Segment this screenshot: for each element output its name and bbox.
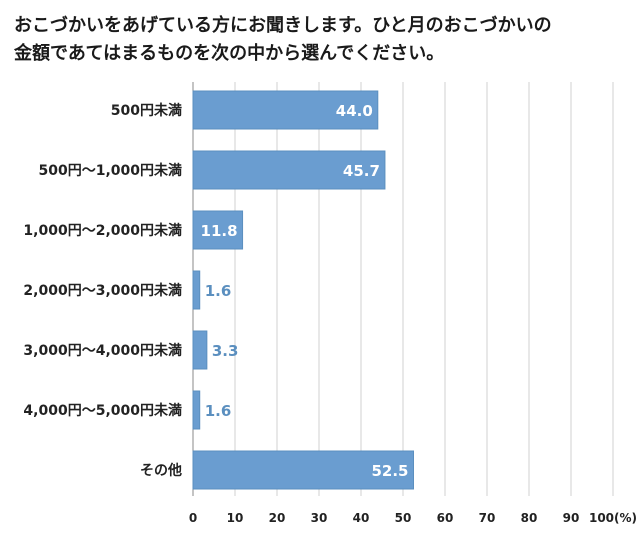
category-label: 4,000円〜5,000円未満	[23, 402, 182, 419]
x-tick-label: 40	[353, 511, 370, 525]
chart-title-line-1: おこづかいをあげている方にお聞きします。ひと月のおこづかいの	[14, 15, 552, 36]
data-label: 44.0	[336, 102, 373, 120]
category-labels: 500円未満 500円〜1,000円未満 1,000円〜2,000円未満 2,000円…	[23, 102, 182, 479]
gridlines	[192, 82, 614, 496]
data-label: 11.8	[201, 222, 238, 240]
bar	[192, 390, 201, 430]
bar	[192, 270, 201, 310]
x-axis-ticks: 0 10 20 30 40 50 60 70 80 90 100(%)	[189, 511, 637, 525]
bar	[192, 210, 244, 250]
bars: 44.0 45.7 11.8 1.6 3.3 1.6 52.5	[192, 90, 414, 490]
data-label: 52.5	[371, 462, 408, 480]
bar	[192, 90, 379, 130]
data-label: 1.6	[205, 402, 232, 420]
x-tick-label: 10	[227, 511, 244, 525]
chart-title: おこづかいをあげている方にお聞きします。ひと月のおこづかいの 金額であてはまるも…	[14, 12, 634, 68]
bar	[192, 330, 208, 370]
category-label: 3,000円〜4,000円未満	[23, 342, 182, 359]
category-label: 500円未満	[111, 102, 182, 119]
x-tick-label: 0	[189, 511, 197, 525]
category-label: その他	[140, 462, 182, 479]
x-tick-label: 60	[437, 511, 454, 525]
category-label: 1,000円〜2,000円未満	[23, 222, 182, 239]
x-tick-label: 80	[521, 511, 538, 525]
data-label: 3.3	[212, 342, 239, 360]
x-tick-label: 50	[395, 511, 412, 525]
category-label: 500円〜1,000円未満	[38, 162, 182, 179]
x-tick-label: 20	[269, 511, 286, 525]
bar	[192, 450, 414, 490]
x-tick-label: 100(%)	[589, 511, 637, 525]
bar	[192, 150, 386, 190]
chart-title-line-2: 金額であてはまるものを次の中から選んでください。	[14, 43, 445, 64]
x-tick-label: 30	[311, 511, 328, 525]
x-tick-label: 90	[563, 511, 580, 525]
category-label: 2,000円〜3,000円未満	[23, 282, 182, 299]
data-label: 1.6	[205, 282, 232, 300]
x-tick-label: 70	[479, 511, 496, 525]
data-label: 45.7	[343, 162, 380, 180]
